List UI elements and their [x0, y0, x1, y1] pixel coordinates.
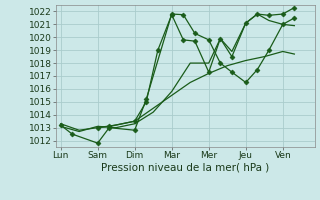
X-axis label: Pression niveau de la mer( hPa ): Pression niveau de la mer( hPa ) [101, 163, 270, 173]
